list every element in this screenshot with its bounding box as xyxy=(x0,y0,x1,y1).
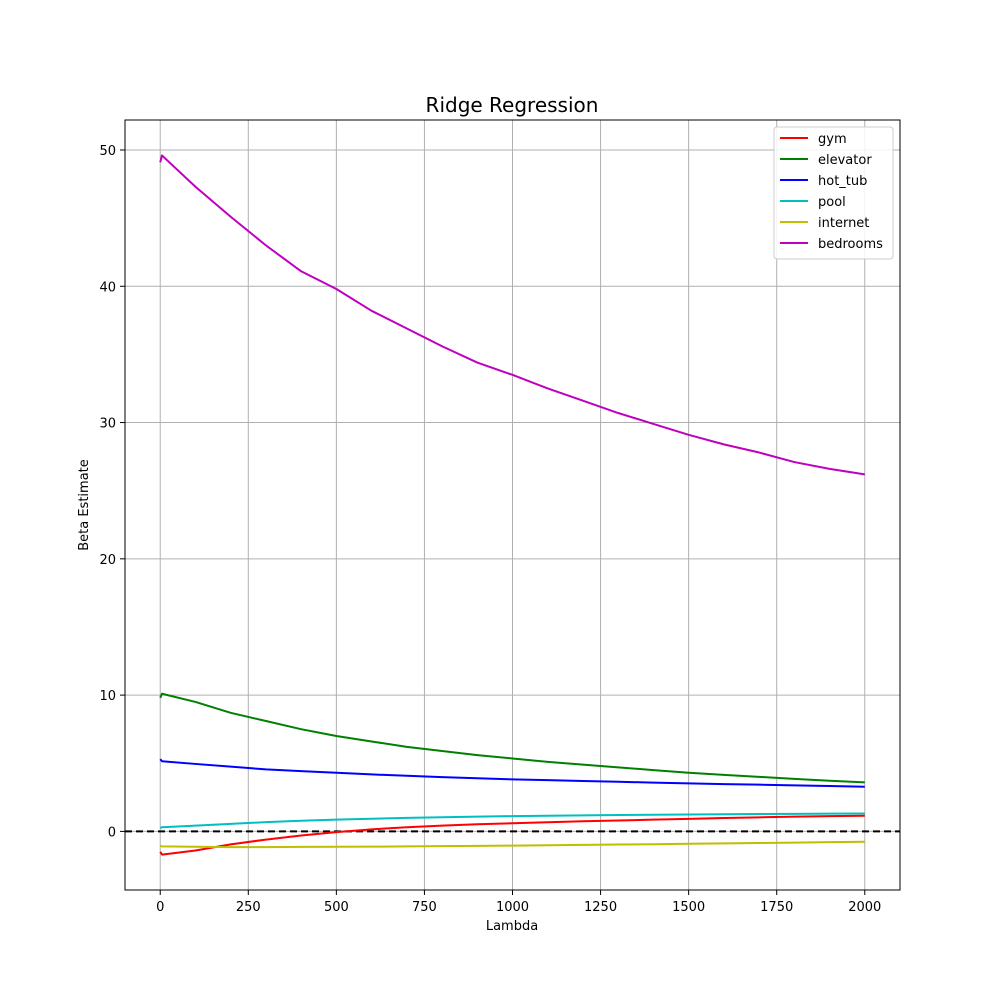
x-tick-label: 500 xyxy=(324,900,349,915)
series-line-elevator xyxy=(159,692,865,784)
y-tick-label: 40 xyxy=(99,280,116,295)
x-tick-label: 1500 xyxy=(672,900,705,915)
y-axis-label: Beta Estimate xyxy=(77,459,92,551)
x-tick-label: 1750 xyxy=(760,900,793,915)
y-tick-label: 20 xyxy=(99,553,116,568)
series-line-bedrooms xyxy=(159,154,865,476)
legend-label: bedrooms xyxy=(818,237,883,252)
series-line-hot-tub xyxy=(159,758,865,788)
x-tick-label: 1000 xyxy=(496,900,529,915)
x-tick-label: 2000 xyxy=(848,900,881,915)
series-line-gym xyxy=(159,814,865,856)
y-tick-label: 10 xyxy=(99,689,116,704)
legend-label: internet xyxy=(818,216,869,231)
series-line-internet xyxy=(159,840,865,849)
x-tick-label: 1250 xyxy=(584,900,617,915)
series-line-pool xyxy=(159,812,865,829)
chart-title: Ridge Regression xyxy=(426,93,599,117)
legend-label: gym xyxy=(818,132,847,147)
x-tick-label: 750 xyxy=(412,900,437,915)
x-axis-ticks: 0 250 500 750 1000 1250 1500 1750 2000 xyxy=(156,890,881,915)
legend-label: pool xyxy=(818,195,846,210)
legend-label: elevator xyxy=(818,153,872,168)
y-axis-ticks: 0 10 20 30 40 50 xyxy=(99,144,125,840)
y-tick-label: 0 xyxy=(108,825,116,840)
y-tick-label: 30 xyxy=(99,417,116,432)
series-lines xyxy=(159,154,865,856)
x-axis-label: Lambda xyxy=(486,919,538,934)
x-tick-label: 250 xyxy=(236,900,261,915)
x-tick-label: 0 xyxy=(156,900,164,915)
y-tick-label: 50 xyxy=(99,144,116,159)
legend-label: hot_tub xyxy=(818,174,867,189)
